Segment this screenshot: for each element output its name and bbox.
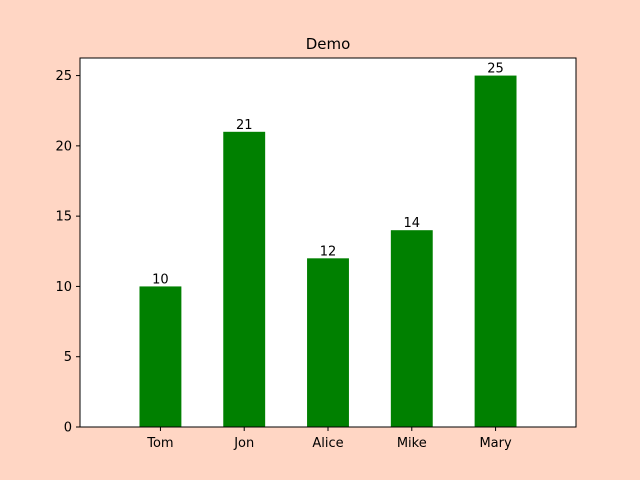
data-label-mike: 14 xyxy=(404,216,421,231)
data-label-mary: 25 xyxy=(487,62,504,77)
bar-mike xyxy=(390,230,433,427)
y-tick-label: 10 xyxy=(55,280,72,295)
y-tick-label: 0 xyxy=(64,421,72,436)
x-tick-label: Mike xyxy=(397,436,427,451)
bar-tom xyxy=(139,286,182,427)
y-tick-label: 25 xyxy=(55,69,72,84)
y-tick-label: 5 xyxy=(64,350,72,365)
x-tick-label: Alice xyxy=(312,436,343,451)
data-label-tom: 10 xyxy=(152,272,169,287)
bar-jon xyxy=(223,131,266,428)
x-axis: Tom Jon Alice Mike Mary xyxy=(146,427,512,451)
y-tick-label: 15 xyxy=(55,210,72,225)
y-tick-label: 20 xyxy=(55,139,72,154)
data-labels-group: 10 21 12 14 25 xyxy=(152,62,504,288)
x-tick-label: Mary xyxy=(479,436,512,451)
x-tick-label: Jon xyxy=(233,436,254,451)
x-tick-label: Tom xyxy=(146,436,173,451)
data-label-alice: 12 xyxy=(320,244,337,259)
data-label-jon: 21 xyxy=(236,118,253,133)
bar-mary xyxy=(474,75,517,428)
bars-group xyxy=(139,75,517,428)
chart-title: Demo xyxy=(306,35,351,53)
bar-alice xyxy=(307,258,349,427)
y-axis: 0 5 10 15 20 25 xyxy=(55,69,80,436)
